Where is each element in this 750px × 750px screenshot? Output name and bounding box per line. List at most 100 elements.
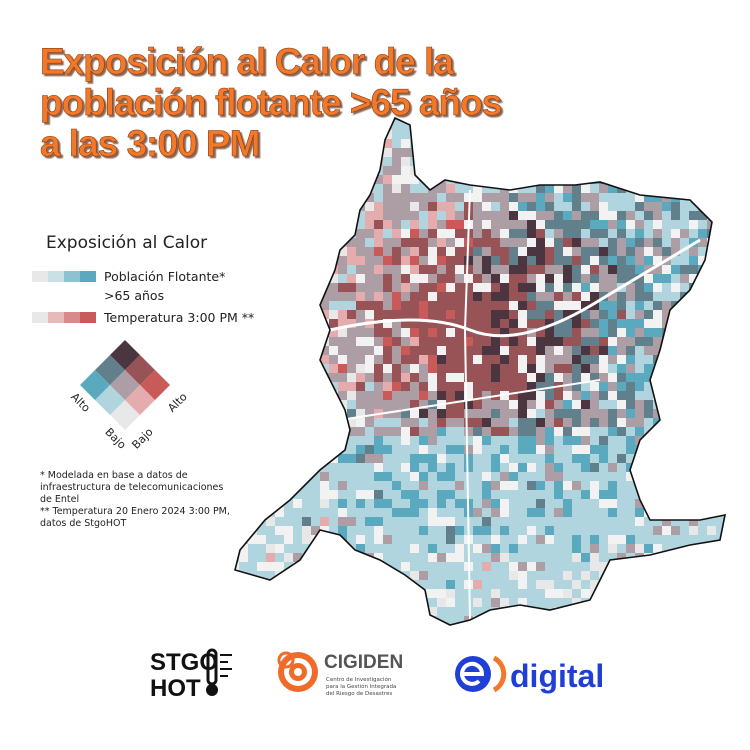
legend-label: Población Flotante* <box>104 269 225 284</box>
map-cell <box>410 229 419 238</box>
map-cell <box>401 247 410 256</box>
map-cell <box>266 400 275 409</box>
map-cell <box>680 517 689 526</box>
map-cell <box>545 337 554 346</box>
map-cell <box>293 508 302 517</box>
map-cell <box>392 148 401 157</box>
map-cell <box>590 445 599 454</box>
map-cell <box>653 121 662 130</box>
map-cell <box>644 526 653 535</box>
map-cell <box>437 391 446 400</box>
map-cell <box>410 499 419 508</box>
map-cell <box>698 562 707 571</box>
map-cell <box>698 607 707 616</box>
map-cell <box>518 193 527 202</box>
map-cell <box>392 220 401 229</box>
map-cell <box>707 454 716 463</box>
map-cell <box>653 274 662 283</box>
map-cell <box>626 607 635 616</box>
map-cell <box>707 310 716 319</box>
map-cell <box>680 508 689 517</box>
map-cell <box>527 265 536 274</box>
map-cell <box>590 121 599 130</box>
map-cell <box>365 535 374 544</box>
axis-label: Alto <box>165 390 190 415</box>
map-cell <box>419 211 428 220</box>
map-cell <box>572 229 581 238</box>
map-cell <box>536 118 545 121</box>
map-cell <box>383 436 392 445</box>
map-cell <box>590 400 599 409</box>
map-cell <box>374 598 383 607</box>
map-cell <box>455 319 464 328</box>
map-cell <box>716 589 725 598</box>
map-cell <box>608 265 617 274</box>
map-cell <box>338 490 347 499</box>
map-cell <box>536 202 545 211</box>
map-cell <box>410 247 419 256</box>
map-cell <box>671 553 680 562</box>
map-cell <box>608 274 617 283</box>
map-cell <box>455 481 464 490</box>
map-cell <box>365 418 374 427</box>
map-cell <box>608 247 617 256</box>
map-cell <box>698 418 707 427</box>
map-cell <box>662 283 671 292</box>
map-cell <box>500 139 509 148</box>
map-cell <box>401 310 410 319</box>
map-cell <box>500 562 509 571</box>
map-cell <box>392 580 401 589</box>
map-cell <box>680 328 689 337</box>
map-cell <box>356 463 365 472</box>
map-cell <box>599 193 608 202</box>
map-cell <box>347 490 356 499</box>
map-cell <box>266 463 275 472</box>
map-cell <box>536 517 545 526</box>
map-cell <box>644 436 653 445</box>
map-cell <box>617 526 626 535</box>
map-cell <box>437 256 446 265</box>
map-cell <box>239 526 248 535</box>
map-cell <box>473 301 482 310</box>
map-cell <box>500 364 509 373</box>
map-cell <box>239 427 248 436</box>
map-cell <box>248 283 257 292</box>
map-cell <box>446 490 455 499</box>
map-cell <box>536 526 545 535</box>
map-cell <box>581 418 590 427</box>
map-cell <box>257 499 266 508</box>
map-cell <box>599 373 608 382</box>
map-cell <box>689 490 698 499</box>
map-cell <box>599 301 608 310</box>
map-cell <box>554 508 563 517</box>
map-cell <box>545 274 554 283</box>
map-cell <box>311 517 320 526</box>
map-cell <box>536 490 545 499</box>
map-cell <box>446 535 455 544</box>
map-cell <box>257 238 266 247</box>
map-cell <box>671 463 680 472</box>
map-cell <box>302 373 311 382</box>
map-cell <box>383 346 392 355</box>
map-cell <box>617 571 626 580</box>
map-cell <box>644 211 653 220</box>
map-cell <box>239 436 248 445</box>
map-cell <box>689 166 698 175</box>
map-cell <box>329 193 338 202</box>
map-cell <box>581 490 590 499</box>
map-cell <box>329 499 338 508</box>
map-cell <box>635 130 644 139</box>
map-cell <box>680 157 689 166</box>
map-cell <box>563 445 572 454</box>
map-cell <box>581 337 590 346</box>
map-cell <box>329 562 338 571</box>
map-cell <box>356 310 365 319</box>
map-cell <box>410 202 419 211</box>
map-cell <box>680 562 689 571</box>
map-cell <box>563 139 572 148</box>
map-cell <box>239 220 248 229</box>
map-cell <box>608 166 617 175</box>
map-cell <box>428 202 437 211</box>
map-cell <box>500 118 509 121</box>
map-cell <box>680 238 689 247</box>
